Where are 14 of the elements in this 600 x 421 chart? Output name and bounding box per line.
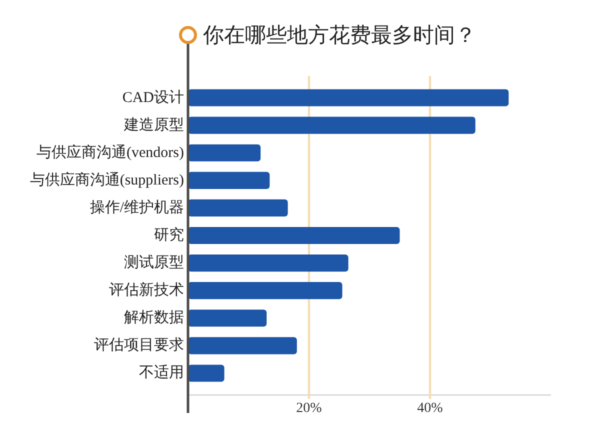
y-tick-label: 评估项目要求 (94, 336, 184, 354)
x-tick-label: 40% (417, 401, 444, 416)
y-tick-label: 与供应商沟通(vendors) (36, 144, 184, 161)
chart-title: 你在哪些地方花费最多时间？ (202, 23, 476, 47)
y-tick-label: 操作/维护机器 (90, 198, 184, 216)
y-tick-label: 建造原型 (123, 116, 184, 134)
y-tick-label: CAD设计 (122, 88, 184, 106)
y-tick-label: 研究 (154, 226, 184, 244)
y-tick-label: 不适用 (139, 364, 184, 382)
y-tick-label: 评估新技术 (109, 282, 184, 299)
x-tick-label: 20% (296, 401, 322, 416)
y-tick-label: 与供应商沟通(suppliers) (30, 171, 184, 188)
y-tick-label: 解析数据 (124, 309, 184, 326)
y-tick-label: 测试原型 (124, 254, 184, 272)
